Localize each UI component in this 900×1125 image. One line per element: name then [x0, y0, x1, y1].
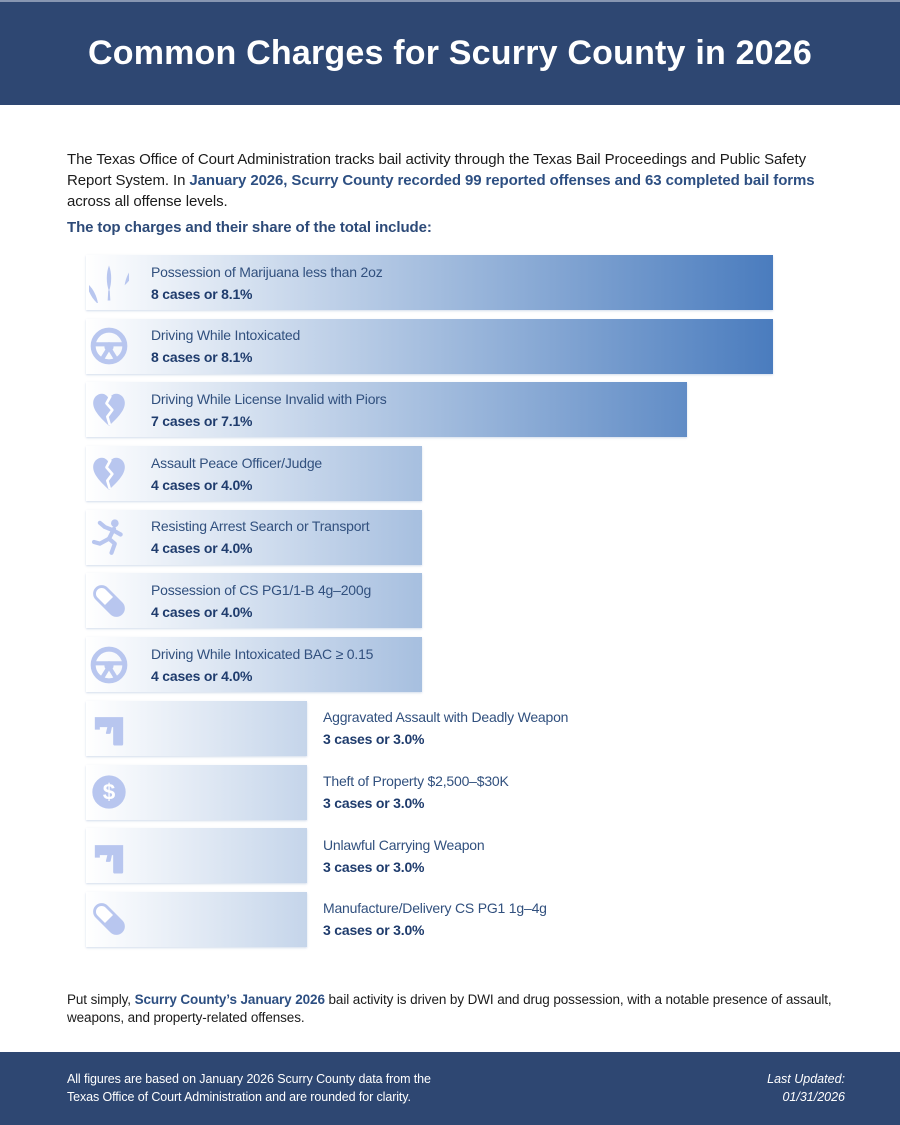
summary-highlight: Scurry County’s January 2026 [134, 991, 325, 1007]
charge-row: Manufacture/Delivery CS PG1 1g–4g 3 case… [86, 891, 800, 947]
charge-text: Aggravated Assault with Deadly Weapon 3 … [323, 709, 568, 747]
steering-wheel-icon [89, 323, 129, 370]
charge-label: Possession of CS PG1/1-B 4g–200g [151, 581, 372, 598]
intro-text-1: The Texas Office of Court Administration… [67, 151, 806, 189]
intro-paragraph: The Texas Office of Court Administration… [67, 149, 845, 212]
last-updated-label: Last Updated: [767, 1072, 845, 1086]
charge-label: Unlawful Carrying Weapon [323, 836, 485, 853]
intro-highlight: January 2026, Scurry County recorded 99 … [189, 172, 815, 189]
summary-text-2: bail activity is driven by DWI and drug … [67, 991, 832, 1025]
charge-row: Possession of CS PG1/1-B 4g–200g 4 cases… [86, 573, 800, 629]
footer-note: All figures are based on January 2026 Sc… [67, 1071, 431, 1106]
charge-label: Aggravated Assault with Deadly Weapon [323, 709, 569, 726]
last-updated-date: 01/31/2026 [782, 1089, 845, 1104]
pill-icon [89, 577, 129, 624]
charge-text: Possession of CS PG1/1-B 4g–200g 4 cases… [151, 582, 371, 620]
charge-bar [86, 255, 773, 310]
last-updated: Last Updated: 01/31/2026 [767, 1071, 845, 1106]
charge-row: Resisting Arrest Search or Transport 4 c… [86, 509, 800, 565]
footer-note-line-2: Texas Office of Court Administration and… [67, 1089, 411, 1104]
charge-bar [86, 382, 687, 438]
header-band: Common Charges for Scurry County in 2026 [0, 0, 900, 105]
charge-cases: 4 cases or 4.0% [151, 667, 253, 684]
charge-cases: 3 cases or 3.0% [323, 731, 425, 748]
charge-cases: 3 cases or 3.0% [323, 922, 425, 939]
charge-cases: 4 cases or 4.0% [151, 603, 253, 620]
charge-label: Possession of Marijuana less than 2oz [151, 263, 383, 280]
summary-paragraph: Put simply, Scurry County’s January 2026… [67, 991, 847, 1027]
charge-cases: 3 cases or 3.0% [323, 795, 425, 811]
charge-label: Resisting Arrest Search or Transport [151, 518, 370, 535]
charge-cases: 8 cases or 8.1% [151, 285, 253, 302]
charge-label: Assault Peace Officer/Judge [151, 454, 322, 471]
charge-text: Unlawful Carrying Weapon 3 cases or 3.0% [323, 836, 485, 875]
footer-band: All figures are based on January 2026 Sc… [0, 1052, 900, 1125]
charge-label: Driving While Intoxicated BAC ≥ 0.15 [151, 645, 374, 662]
page-title: Common Charges for Scurry County in 2026 [87, 34, 813, 72]
charge-text: Driving While Intoxicated 8 cases or 8.1… [151, 327, 300, 365]
charge-bar [86, 891, 307, 947]
charge-text: Possession of Marijuana less than 2oz 8 … [151, 264, 383, 302]
charge-row: Theft of Property $2,500–$30K 3 cases or… [86, 764, 800, 820]
charge-cases: 4 cases or 4.0% [151, 476, 253, 493]
chart-heading: The top charges and their share of the t… [67, 219, 432, 236]
charge-row: Possession of Marijuana less than 2oz 8 … [86, 255, 800, 310]
charge-label: Manufacture/Delivery CS PG1 1g–4g [323, 900, 547, 917]
broken-heart-icon [89, 386, 129, 433]
charge-label: Theft of Property $2,500–$30K [323, 773, 509, 789]
runner-icon [89, 514, 129, 561]
footer-note-line-1: All figures are based on January 2026 Sc… [67, 1072, 431, 1086]
charges-bar-chart: Possession of Marijuana less than 2oz 8 … [86, 255, 800, 956]
charge-row: Driving While Intoxicated 8 cases or 8.1… [86, 318, 800, 374]
charge-row: Unlawful Carrying Weapon 3 cases or 3.0% [86, 828, 800, 884]
charge-text: Manufacture/Delivery CS PG1 1g–4g 3 case… [323, 900, 547, 938]
cannabis-icon [89, 259, 129, 306]
handgun-icon [89, 832, 129, 879]
charge-text: Theft of Property $2,500–$30K 3 cases or… [323, 773, 509, 811]
charge-label: Driving While Intoxicated [151, 327, 301, 344]
charge-bar [86, 446, 422, 502]
charge-row: Driving While Intoxicated BAC ≥ 0.15 4 c… [86, 637, 800, 693]
intro-text-2: across all offense levels. [67, 193, 228, 210]
charge-cases: 4 cases or 4.0% [151, 540, 253, 557]
broken-heart-icon [89, 450, 129, 497]
charge-bar [86, 509, 422, 565]
charge-bar [86, 318, 773, 374]
charge-row: Aggravated Assault with Deadly Weapon 3 … [86, 700, 800, 756]
charge-row: Assault Peace Officer/Judge 4 cases or 4… [86, 446, 800, 502]
charge-cases: 3 cases or 3.0% [323, 858, 425, 875]
steering-wheel-icon [89, 641, 129, 688]
charge-cases: 7 cases or 7.1% [151, 412, 253, 429]
charge-text: Resisting Arrest Search or Transport 4 c… [151, 518, 370, 557]
pill-icon [89, 896, 129, 943]
handgun-icon [89, 705, 129, 752]
charge-row: Driving While License Invalid with Piors… [86, 382, 800, 438]
charge-cases: 8 cases or 8.1% [151, 349, 253, 366]
charge-text: Assault Peace Officer/Judge 4 cases or 4… [151, 455, 322, 493]
charge-label: Driving While License Invalid with Piors [151, 390, 387, 407]
charge-text: Driving While Intoxicated BAC ≥ 0.15 4 c… [151, 646, 373, 684]
charge-text: Driving While License Invalid with Piors… [151, 391, 387, 429]
charge-bar [86, 573, 422, 629]
summary-text-1: Put simply, [67, 991, 135, 1007]
charge-bar [86, 637, 422, 693]
dollar-icon [89, 769, 129, 816]
